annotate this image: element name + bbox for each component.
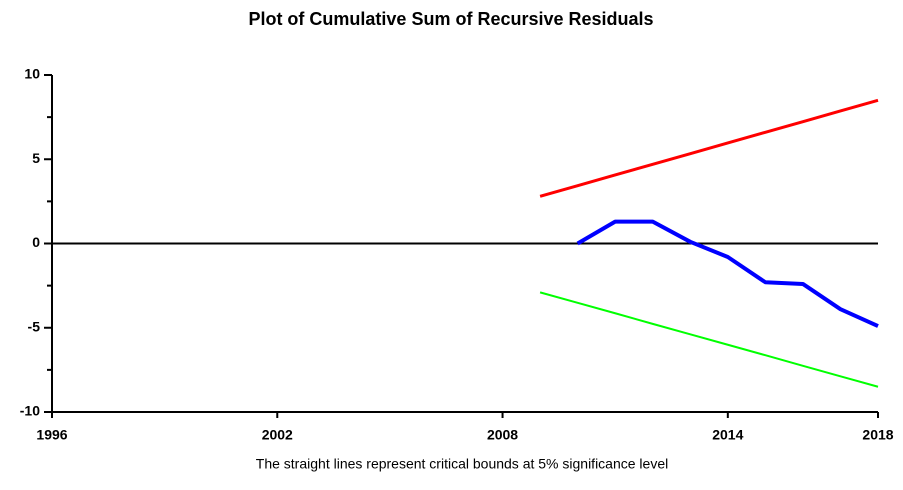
x-tick-label: 2002 bbox=[262, 427, 293, 443]
y-tick-label: -10 bbox=[20, 403, 40, 419]
y-tick-label: -5 bbox=[28, 318, 41, 334]
x-axis-label: The straight lines represent critical bo… bbox=[256, 456, 668, 472]
chart-title: Plot of Cumulative Sum of Recursive Resi… bbox=[248, 9, 653, 29]
y-tick-label: 10 bbox=[24, 66, 40, 82]
series-line bbox=[539, 291, 879, 388]
x-tick-label: 2018 bbox=[862, 427, 893, 443]
x-tick-label: 1996 bbox=[36, 427, 67, 443]
x-tick-label: 2014 bbox=[712, 427, 743, 443]
series-line bbox=[576, 219, 879, 328]
y-tick-label: 0 bbox=[32, 234, 40, 250]
x-tick-label: 2008 bbox=[487, 427, 518, 443]
y-tick-label: 5 bbox=[32, 150, 40, 166]
series-line bbox=[539, 98, 879, 198]
